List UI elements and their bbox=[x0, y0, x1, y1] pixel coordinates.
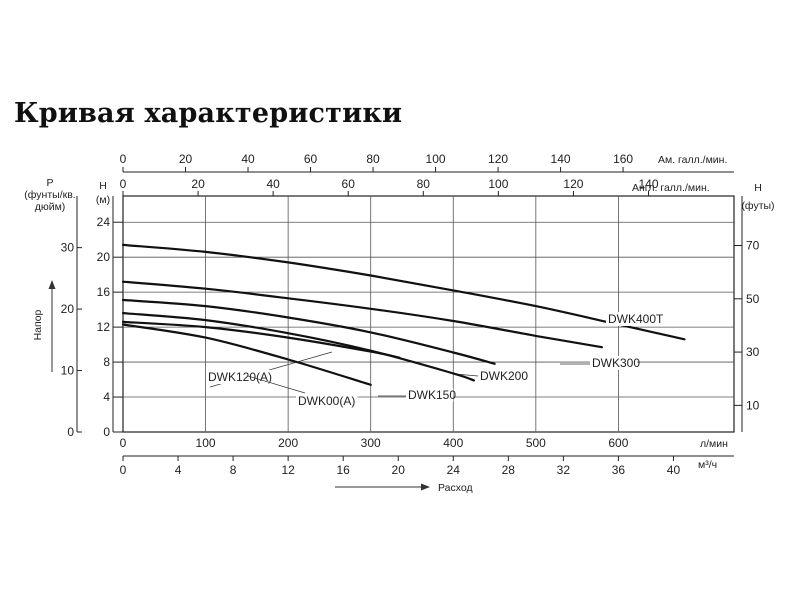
axis-label-usgpm: Ам. галл./мин. bbox=[658, 154, 727, 166]
series-leader-dwk00-a bbox=[247, 375, 306, 394]
tick-label-m3h: 16 bbox=[337, 463, 351, 477]
tick-label-head-m: 24 bbox=[97, 215, 111, 229]
tick-label-head-m: 4 bbox=[103, 390, 110, 404]
axis-label-m3h: м³/ч bbox=[698, 459, 717, 471]
tick-label-igpm: 120 bbox=[563, 177, 583, 191]
series-label-dwk200: DWK200 bbox=[480, 369, 528, 383]
tick-label-psi: 10 bbox=[61, 364, 75, 378]
tick-label-m3h: 36 bbox=[612, 463, 626, 477]
series-label-dwk300: DWK300 bbox=[592, 356, 640, 370]
tick-label-igpm: 0 bbox=[120, 177, 127, 191]
tick-label-head-m: 0 bbox=[103, 425, 110, 439]
series-line-dwk300 bbox=[121, 280, 603, 349]
axis-label-head-ft: (футы) bbox=[741, 200, 774, 212]
axis-label-lpm: л/мин bbox=[700, 438, 728, 450]
tick-label-head-m: 12 bbox=[97, 320, 111, 334]
x-axis-title: Расход bbox=[438, 482, 473, 494]
tick-label-head-ft: 30 bbox=[746, 345, 760, 359]
axis-label-igpm: Англ. галл./мин. bbox=[632, 182, 710, 194]
tick-label-lpm: 100 bbox=[196, 436, 216, 450]
tick-label-head-ft: 10 bbox=[746, 398, 760, 412]
tick-label-head-m: 8 bbox=[103, 355, 110, 369]
tick-label-head-ft: 50 bbox=[746, 292, 760, 306]
series-line-dwk120-a bbox=[121, 320, 401, 359]
tick-label-lpm: 400 bbox=[443, 436, 463, 450]
axis-label-head-ft: H bbox=[754, 182, 762, 194]
tick-label-usgpm: 120 bbox=[488, 152, 508, 166]
tick-label-m3h: 28 bbox=[502, 463, 516, 477]
tick-label-usgpm: 80 bbox=[366, 152, 380, 166]
tick-label-psi: 20 bbox=[61, 302, 75, 316]
series-label-bg-dwk300 bbox=[590, 356, 638, 370]
tick-label-igpm: 100 bbox=[488, 177, 508, 191]
axis-label-head-m: (м) bbox=[96, 194, 110, 206]
series-label-dwk120-a: DWK120(A) bbox=[208, 370, 272, 384]
tick-label-head-m: 20 bbox=[97, 250, 111, 264]
tick-label-igpm: 140 bbox=[638, 177, 658, 191]
tick-label-m3h: 12 bbox=[281, 463, 295, 477]
series-line-dwk00-a bbox=[121, 323, 372, 386]
tick-label-usgpm: 40 bbox=[241, 152, 255, 166]
tick-label-lpm: 200 bbox=[278, 436, 298, 450]
series-line-dwk150 bbox=[121, 312, 475, 382]
y-axis-title: Напор bbox=[32, 309, 44, 340]
tick-label-head-m: 16 bbox=[97, 285, 111, 299]
tick-label-m3h: 8 bbox=[230, 463, 237, 477]
tick-label-m3h: 32 bbox=[557, 463, 571, 477]
tick-label-lpm: 600 bbox=[608, 436, 628, 450]
tick-label-lpm: 0 bbox=[120, 436, 127, 450]
tick-label-m3h: 0 bbox=[120, 463, 127, 477]
tick-label-psi: 30 bbox=[61, 241, 75, 255]
tick-label-usgpm: 60 bbox=[304, 152, 318, 166]
tick-label-igpm: 20 bbox=[191, 177, 205, 191]
flow-arrow-head bbox=[421, 483, 430, 491]
tick-label-psi: 0 bbox=[67, 425, 74, 439]
tick-label-igpm: 80 bbox=[417, 177, 431, 191]
series-label-dwk150: DWK150 bbox=[408, 388, 456, 402]
tick-label-m3h: 40 bbox=[667, 463, 681, 477]
series-label-dwk400t: DWK400T bbox=[608, 312, 664, 326]
tick-label-m3h: 4 bbox=[175, 463, 182, 477]
tick-label-usgpm: 140 bbox=[551, 152, 571, 166]
page-title: Кривая характеристики bbox=[14, 98, 403, 129]
series-label-bg-dwk120-a bbox=[206, 370, 275, 384]
tick-label-igpm: 60 bbox=[342, 177, 356, 191]
tick-label-usgpm: 100 bbox=[426, 152, 446, 166]
tick-label-lpm: 500 bbox=[526, 436, 546, 450]
tick-label-usgpm: 20 bbox=[179, 152, 193, 166]
series-label-bg-dwk400t bbox=[606, 312, 661, 326]
tick-label-usgpm: 160 bbox=[613, 152, 633, 166]
tick-label-head-ft: 70 bbox=[746, 239, 760, 253]
tick-label-m3h: 20 bbox=[392, 463, 406, 477]
axis-label-psi: дюйм) bbox=[35, 201, 66, 213]
series-line-dwk400t bbox=[121, 243, 686, 341]
series-line-dwk200 bbox=[121, 298, 496, 365]
series-label-dwk00-a: DWK00(A) bbox=[298, 394, 355, 408]
tick-label-igpm: 40 bbox=[266, 177, 280, 191]
tick-label-usgpm: 0 bbox=[120, 152, 127, 166]
axis-label-psi: (фунты/кв. bbox=[24, 189, 75, 201]
series-label-bg-dwk150 bbox=[406, 388, 454, 402]
axis-label-head-m: H bbox=[99, 180, 107, 192]
series-label-bg-dwk200 bbox=[478, 369, 526, 383]
tick-label-lpm: 300 bbox=[361, 436, 381, 450]
series-label-bg-dwk00-a bbox=[296, 394, 358, 408]
axis-label-psi: P bbox=[46, 177, 53, 189]
tick-label-m3h: 24 bbox=[447, 463, 461, 477]
head-arrow-head bbox=[48, 280, 56, 289]
